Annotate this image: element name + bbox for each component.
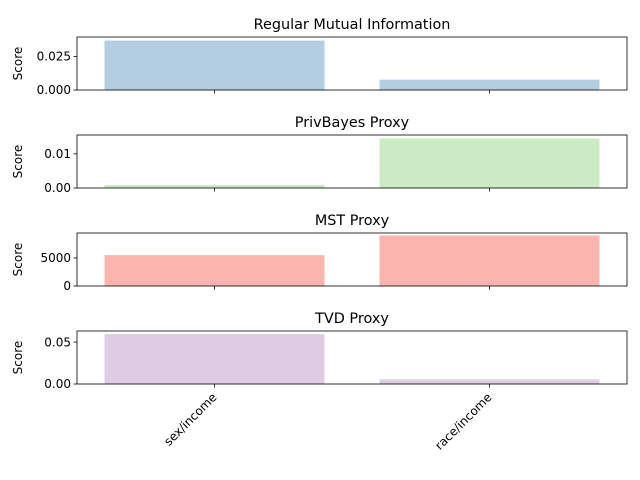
y-tick-label: 0 <box>63 279 71 293</box>
y-tick-label: 0.00 <box>44 377 71 391</box>
y-axis-label: Score <box>11 341 25 375</box>
panel-title: PrivBayes Proxy <box>295 115 410 131</box>
panel-3: MST Proxy 0 5000 Score <box>11 213 628 293</box>
bar-sex-income <box>104 255 325 286</box>
panel-title: Regular Mutual Information <box>254 17 451 33</box>
y-tick-label: 0.000 <box>37 83 71 97</box>
y-axis-label: Score <box>11 243 25 277</box>
panel-title: TVD Proxy <box>314 311 389 327</box>
y-tick-label: 0.01 <box>44 147 71 161</box>
panel-1: Regular Mutual Information 0.000 0.025 Scor… <box>11 17 628 97</box>
bar-race-income <box>379 138 600 188</box>
panel-4: TVD Proxy 0.00 0.05 Score sex/income race/inc… <box>11 311 628 453</box>
y-tick-label: 0.05 <box>44 335 71 349</box>
y-tick-label: 0.00 <box>44 181 71 195</box>
panel-title: MST Proxy <box>315 213 390 229</box>
bar-race-income <box>379 379 600 384</box>
plot-frame <box>76 36 628 91</box>
y-axis-label: Score <box>11 145 25 179</box>
bar-race-income <box>379 235 600 286</box>
plot-frame <box>76 330 628 385</box>
bar-sex-income <box>104 184 325 188</box>
plot-frame <box>76 134 628 189</box>
y-tick-label: 5000 <box>40 251 71 265</box>
bar-race-income <box>379 79 600 90</box>
plot-frame <box>76 232 628 287</box>
panel-2: PrivBayes Proxy 0.00 0.01 Score <box>11 115 628 195</box>
bar-sex-income <box>104 40 325 90</box>
x-category-label: race/income <box>432 390 494 452</box>
y-axis-label: Score <box>11 47 25 81</box>
y-tick-label: 0.025 <box>37 50 71 64</box>
bar-sex-income <box>104 334 325 384</box>
x-category-label: sex/income <box>161 390 219 448</box>
